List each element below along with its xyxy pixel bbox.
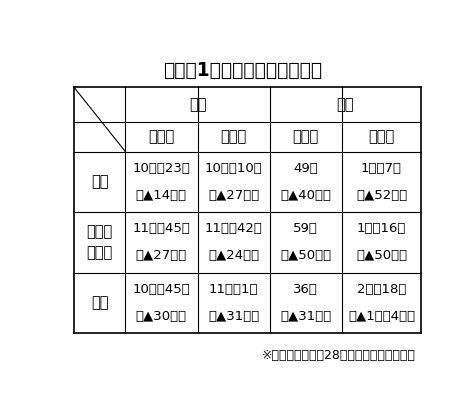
Text: 1時間7分: 1時間7分	[361, 162, 402, 175]
Text: 校長: 校長	[91, 174, 109, 189]
Text: 10時間45分: 10時間45分	[133, 283, 190, 296]
Text: 11時間1分: 11時間1分	[209, 283, 258, 296]
Text: 59分: 59分	[293, 222, 318, 235]
Text: （▲50分）: （▲50分）	[280, 249, 331, 262]
Text: 11時間45分: 11時間45分	[133, 222, 191, 235]
Text: 小学校: 小学校	[293, 129, 319, 144]
Text: ※カッコ内は平成28年度調査からの増減値: ※カッコ内は平成28年度調査からの増減値	[262, 349, 416, 362]
Text: 49分: 49分	[293, 162, 318, 175]
Text: （▲27分）: （▲27分）	[208, 189, 259, 201]
Text: 中学校: 中学校	[368, 129, 395, 144]
Text: 副校長
・教頭: 副校長 ・教頭	[87, 224, 113, 260]
Text: （▲24分）: （▲24分）	[208, 249, 259, 262]
Text: 中学校: 中学校	[220, 129, 247, 144]
Text: 10時間10分: 10時間10分	[205, 162, 263, 175]
Text: 小学校: 小学校	[148, 129, 174, 144]
Text: 36分: 36分	[293, 283, 318, 296]
Text: （▲31分）: （▲31分）	[280, 310, 331, 323]
Text: （▲27分）: （▲27分）	[136, 249, 187, 262]
Text: （▲31分）: （▲31分）	[208, 310, 259, 323]
Text: 教諭: 教諭	[91, 296, 109, 310]
Text: （▲14分）: （▲14分）	[136, 189, 187, 201]
Text: 平日: 平日	[189, 97, 206, 112]
Text: （▲1時間4分）: （▲1時間4分）	[348, 310, 415, 323]
Text: （▲40分）: （▲40分）	[280, 189, 331, 201]
Text: 教員の1日当たりの在校等時間: 教員の1日当たりの在校等時間	[164, 61, 322, 80]
Text: 11時間42分: 11時間42分	[205, 222, 263, 235]
Text: （▲50分）: （▲50分）	[356, 249, 407, 262]
Text: 1時間16分: 1時間16分	[357, 222, 406, 235]
Text: 2時間18分: 2時間18分	[357, 283, 406, 296]
Text: （▲30分）: （▲30分）	[136, 310, 187, 323]
Text: 10時間23分: 10時間23分	[133, 162, 191, 175]
Text: 休日: 休日	[337, 97, 354, 112]
Text: （▲52分）: （▲52分）	[356, 189, 407, 201]
